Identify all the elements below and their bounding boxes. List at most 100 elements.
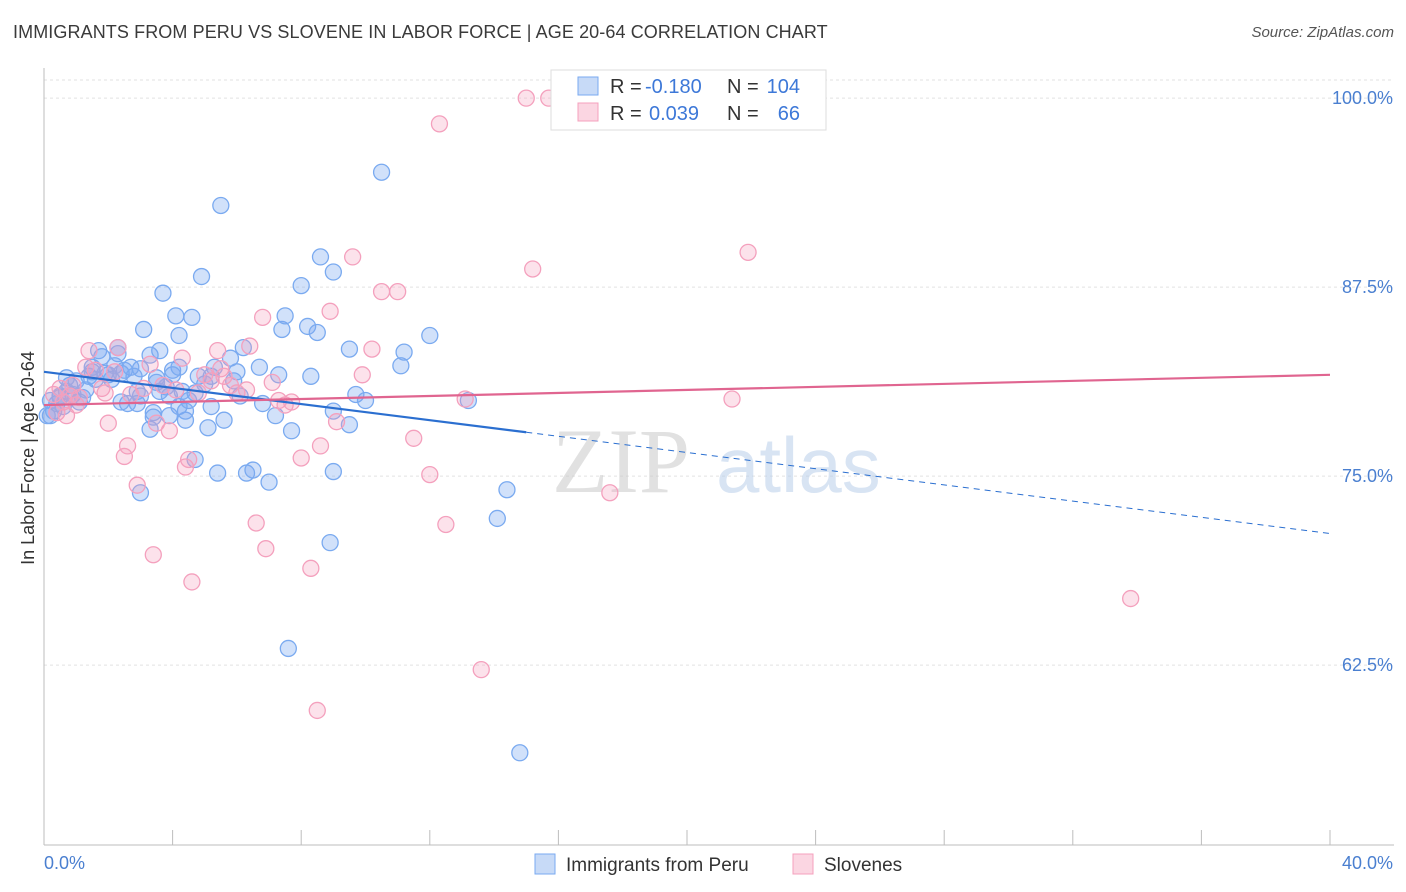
- peru-point-71: [234, 338, 252, 357]
- slovenes-point-20: [128, 476, 146, 494]
- slovenes-point-16: [109, 338, 127, 357]
- slovenes-point-70: [739, 243, 757, 262]
- peru-point-42: [154, 284, 172, 302]
- slovenes-point-60: [405, 429, 423, 447]
- y-tick-label-2: 75.0%: [1342, 466, 1393, 486]
- legend-r-label-2: R =: [610, 103, 642, 125]
- peru-point-39: [151, 341, 169, 360]
- peru-point-65: [212, 196, 230, 215]
- slovenes-point-44: [257, 540, 275, 558]
- peru-point-49: [170, 358, 188, 376]
- slovenes-trend-line: [43, 373, 1331, 407]
- bottom-legend: Immigrants from Peru Slovenes: [534, 853, 902, 876]
- slovenes-point-42: [247, 514, 265, 532]
- slovenes-point-37: [215, 367, 233, 385]
- slovenes-point-24: [147, 414, 166, 432]
- peru-point-48: [170, 326, 188, 345]
- slovenes-point-71: [1122, 589, 1140, 608]
- peru-point-66: [215, 411, 233, 429]
- watermark-zip: ZIP: [552, 410, 690, 512]
- peru-point-107: [131, 360, 150, 378]
- chart-title: IMMIGRANTS FROM PERU VS SLOVENE IN LABOR…: [13, 22, 828, 42]
- slovenes-point-65: [524, 260, 542, 278]
- slovenes-point-72: [430, 115, 449, 133]
- legend-n-label-2: N =: [727, 103, 759, 125]
- slovenes-point-9: [77, 358, 95, 376]
- slovenes-point-55: [343, 248, 362, 266]
- x-tick-labels: 0.0% 40.0%: [44, 853, 1393, 873]
- slovenes-point-32: [189, 384, 207, 402]
- gridlines: [44, 79, 1394, 666]
- peru-point-52: [176, 411, 195, 429]
- slovenes-point-14: [99, 414, 117, 432]
- peru-point-33: [135, 320, 153, 339]
- slovenes-point-61: [421, 465, 439, 484]
- slovenes-point-33: [196, 366, 214, 384]
- slovenes-point-11: [86, 361, 105, 379]
- peru-point-102: [511, 744, 529, 762]
- peru-point-79: [273, 320, 291, 339]
- slovenes-point-56: [353, 366, 371, 384]
- peru-point-95: [372, 163, 391, 181]
- legend-n-value-1: 104: [767, 76, 800, 98]
- y-tick-label-3: 62.5%: [1342, 655, 1393, 675]
- legend-swatch-peru: [577, 76, 599, 96]
- peru-point-109: [324, 263, 343, 281]
- slovenes-point-52: [311, 437, 330, 455]
- bottom-legend-label-peru: Immigrants from Peru: [566, 855, 749, 876]
- peru-point-86: [308, 323, 326, 342]
- x-tick-label-1: 40.0%: [1342, 853, 1393, 873]
- slovenes-point-68: [601, 484, 619, 502]
- peru-point-61: [199, 419, 217, 437]
- peru-point-97: [395, 343, 413, 361]
- peru-point-87: [311, 248, 330, 266]
- legend-swatch-slovenes: [577, 102, 599, 122]
- peru-point-54: [176, 402, 195, 420]
- peru-point-96: [392, 357, 410, 375]
- y-tick-label-0: 100.0%: [1332, 88, 1393, 108]
- slovenes-point-66: [517, 89, 535, 107]
- peru-point-85: [302, 367, 320, 385]
- peru-point-98: [421, 326, 439, 345]
- peru-point-84: [298, 317, 317, 336]
- bottom-legend-swatch-peru: [534, 853, 556, 875]
- peru-point-24: [109, 344, 127, 363]
- slovenes-point-17: [115, 447, 134, 466]
- slovenes-point-10: [80, 341, 98, 360]
- peru-point-100: [488, 509, 506, 528]
- peru-point-110: [202, 397, 220, 416]
- peru-point-82: [282, 422, 301, 440]
- bottom-legend-swatch-slovenes: [792, 853, 814, 875]
- slovenes-point-63: [456, 390, 474, 408]
- peru-point-47: [167, 307, 185, 325]
- slovenes-point-54: [327, 413, 346, 431]
- slovenes-point-45: [263, 373, 281, 392]
- slovenes-point-22: [141, 355, 159, 373]
- peru-trend-extension: [526, 431, 1331, 535]
- slovenes-point-57: [363, 340, 381, 358]
- trend-lines: [43, 370, 1331, 535]
- peru-point-81: [279, 639, 297, 658]
- slovenes-point-15: [106, 363, 124, 381]
- legend-n-label-1: N =: [727, 76, 759, 98]
- y-tick-labels: 100.0% 87.5% 75.0% 62.5%: [1332, 88, 1393, 675]
- source-label: Source: ZipAtlas.com: [1251, 24, 1394, 41]
- slovenes-point-8: [70, 388, 89, 407]
- peru-point-64: [208, 464, 227, 482]
- slovenes-point-13: [96, 384, 114, 402]
- slovenes-point-34: [202, 372, 220, 390]
- peru-point-80: [276, 307, 294, 325]
- slovenes-point-30: [180, 450, 198, 469]
- y-tick-label-1: 87.5%: [1342, 277, 1393, 297]
- slovenes-point-49: [292, 449, 310, 467]
- slovenes-point-59: [388, 283, 407, 301]
- slovenes-point-51: [308, 701, 326, 720]
- y-axis-label: In Labor Force | Age 20-64: [18, 351, 38, 565]
- slovenes-point-28: [173, 349, 191, 367]
- peru-point-83: [292, 276, 310, 295]
- legend-r-value-2: 0.039: [649, 103, 699, 125]
- x-tick-label-0: 0.0%: [44, 853, 85, 873]
- peru-point-90: [340, 416, 359, 434]
- bottom-legend-label-slovenes: Slovenes: [824, 855, 902, 876]
